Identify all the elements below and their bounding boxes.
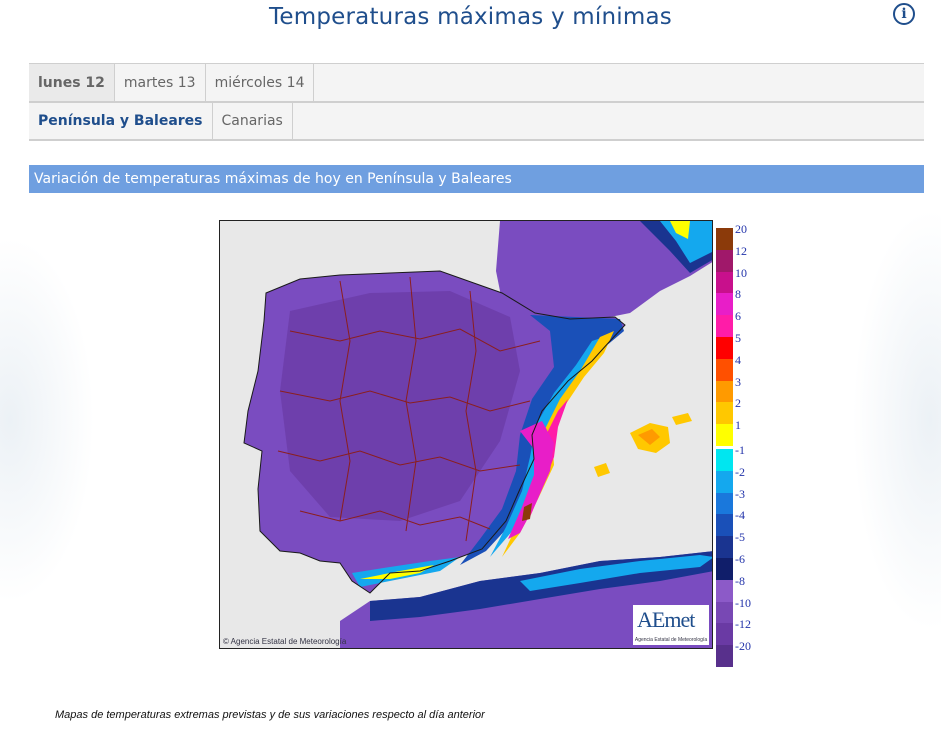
tab-label: lunes 12 xyxy=(38,74,105,91)
legend-swatch xyxy=(716,623,733,646)
tab-region-peninsula[interactable]: Península y Baleares xyxy=(29,103,213,139)
legend-label: 2 xyxy=(735,396,741,411)
section-heading: Variación de temperaturas máximas de hoy… xyxy=(29,165,924,193)
legend-label: -5 xyxy=(735,530,745,545)
legend-label: -6 xyxy=(735,552,745,566)
map-caption: Mapas de temperaturas extremas previstas… xyxy=(55,709,485,721)
day-tabs: lunes 12 martes 13 miércoles 14 xyxy=(29,63,924,103)
france-land xyxy=(496,221,712,319)
legend-swatch xyxy=(716,514,733,537)
tab-label: Canarias xyxy=(221,113,283,129)
legend-swatch xyxy=(716,449,733,472)
ibiza xyxy=(594,463,610,477)
iberia-outline xyxy=(243,270,626,594)
legend-swatch xyxy=(716,536,733,559)
map-copyright: © Agencia Estatal de Meteorología xyxy=(223,637,347,646)
info-icon[interactable]: i xyxy=(893,3,915,25)
legend-swatch xyxy=(716,315,733,338)
tab-day-3[interactable]: miércoles 14 xyxy=(205,64,315,101)
south-coast-yellow xyxy=(360,565,434,579)
legend-swatch xyxy=(716,358,733,382)
legend-swatch xyxy=(716,424,733,447)
coast-magenta-band xyxy=(508,421,554,539)
temperature-map: © Agencia Estatal de Meteorología AEmet … xyxy=(219,220,713,649)
page-title: Temperaturas máximas y mínimas xyxy=(269,4,672,30)
legend-swatch xyxy=(716,492,733,515)
legend-swatch xyxy=(716,601,733,624)
color-legend: 20 12 10 8 6 5 4 3 2 1 -1 -2 -3 -4 -5 -6 -8 -10 -12 -20 xyxy=(716,222,776,668)
legend-swatch xyxy=(716,579,733,603)
legend-label: -1 xyxy=(735,443,745,457)
mallorca-inner xyxy=(638,429,660,445)
tab-day-2[interactable]: martes 13 xyxy=(114,64,206,101)
legend-label: -3 xyxy=(735,486,745,501)
legend-swatch xyxy=(716,402,733,425)
tab-region-canarias[interactable]: Canarias xyxy=(212,103,293,139)
france-yellow xyxy=(670,221,690,239)
legend-swatch xyxy=(716,228,733,251)
tab-label: martes 13 xyxy=(123,74,196,91)
legend-label: -8 xyxy=(735,573,745,588)
coast-brown-spot xyxy=(522,503,532,521)
legend-label: 8 xyxy=(735,287,741,302)
legend-swatch xyxy=(716,249,733,273)
region-tabs: Península y Baleares Canarias xyxy=(29,102,924,141)
legend-label: -10 xyxy=(735,595,751,610)
aemet-logo: AEmet Agencia Estatal de Meteorología xyxy=(633,605,709,645)
tab-day-1[interactable]: lunes 12 xyxy=(29,64,115,101)
legend-label: 12 xyxy=(735,243,747,258)
legend-label: -2 xyxy=(735,464,745,479)
logo-text: AEmet xyxy=(637,607,695,632)
legend-label: 10 xyxy=(735,265,747,280)
legend-swatch xyxy=(716,293,733,316)
legend-swatch xyxy=(716,558,733,581)
france-coast-cyan xyxy=(660,221,712,263)
legend-swatch xyxy=(716,337,733,360)
legend-swatch xyxy=(716,380,733,403)
legend-swatch xyxy=(716,470,733,494)
legend-label: 3 xyxy=(735,374,741,389)
tab-label: miércoles 14 xyxy=(214,74,305,91)
menorca xyxy=(672,413,692,425)
coast-cyan-band xyxy=(490,335,610,557)
legend-label: 6 xyxy=(735,309,741,324)
map-svg xyxy=(243,221,712,648)
legend-label: -20 xyxy=(735,639,751,654)
legend-label: 4 xyxy=(735,352,741,367)
legend-label: 1 xyxy=(735,418,741,433)
africa-coast-cyan xyxy=(520,555,712,591)
legend-label: -12 xyxy=(735,617,751,632)
tab-label: Península y Baleares xyxy=(38,113,203,129)
legend-label: 20 xyxy=(735,222,747,236)
legend-swatch xyxy=(716,645,733,668)
province-borders xyxy=(277,276,541,542)
logo-subtext: Agencia Estatal de Meteorología xyxy=(634,637,708,643)
legend-label: -4 xyxy=(735,508,745,523)
legend-label: 5 xyxy=(735,331,741,345)
legend-swatch xyxy=(716,271,733,294)
